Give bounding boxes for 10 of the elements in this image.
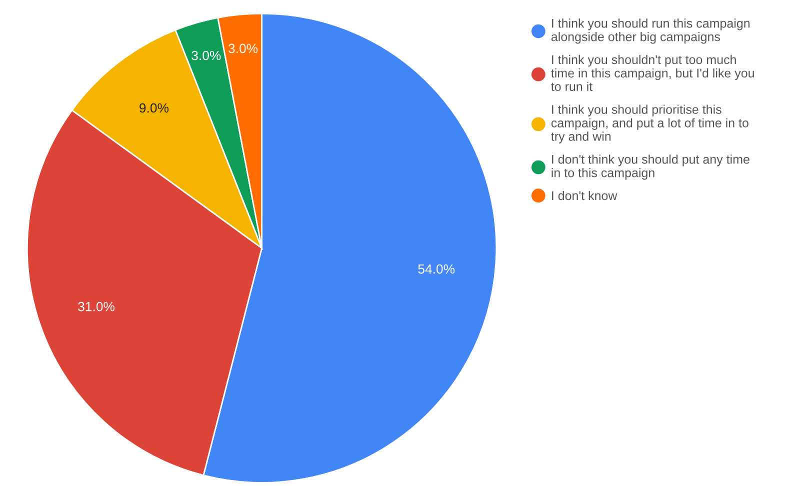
legend-label: I don't think you should put any time in to this campaign (552, 154, 750, 180)
legend-label: I don't know (552, 190, 618, 200)
data-label: 54.0% (418, 264, 455, 274)
legend-label: I think you should prioritise this campaign, and put a lot of time in to try and win (551, 104, 748, 144)
legend-label: I think you should run this campaign alongside other big campaigns (551, 18, 750, 44)
data-label: 31.0% (78, 302, 115, 312)
legend-label: I think you shouldn't put too much time in this campaign, but I'd like you to run it (551, 54, 754, 92)
data-label: 9.0% (140, 103, 169, 113)
data-label: 3.0% (228, 44, 258, 54)
data-label: 3.0% (192, 50, 221, 60)
